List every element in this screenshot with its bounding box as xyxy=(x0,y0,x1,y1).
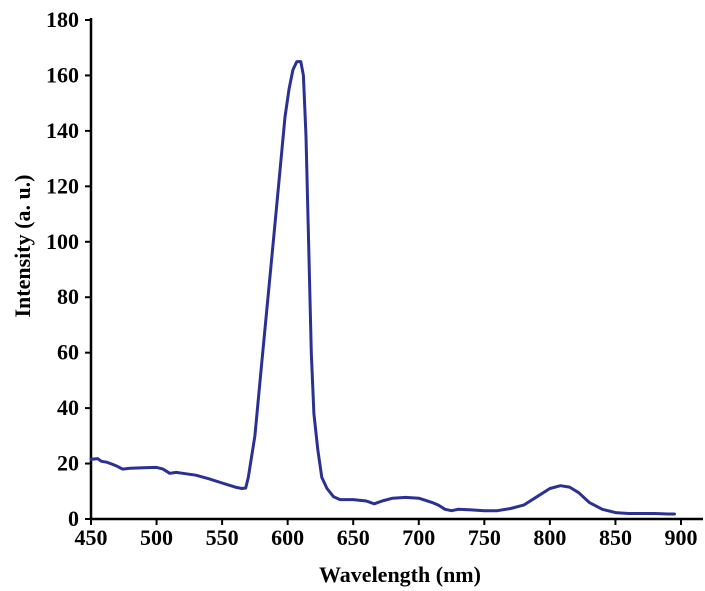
y-tick-label: 20 xyxy=(57,451,79,476)
y-tick-label: 160 xyxy=(46,62,79,87)
series-line-0 xyxy=(89,60,676,516)
y-axis: 0 20 40 60 80 100 120 140 160 180 xyxy=(46,7,93,531)
y-tick-label: 120 xyxy=(46,173,79,198)
y-tick-label: 140 xyxy=(46,118,79,143)
y-tick-label: 80 xyxy=(57,284,79,309)
x-tick-label: 850 xyxy=(599,525,632,550)
x-tick-label: 600 xyxy=(271,525,304,550)
y-tick-label: 0 xyxy=(68,506,79,531)
x-axis-title: Wavelength (nm) xyxy=(319,562,481,587)
x-tick-label: 500 xyxy=(140,525,173,550)
x-axis: 450 500 550 600 650 700 750 800 850 900 xyxy=(75,517,703,550)
y-tick-label: 100 xyxy=(46,229,79,254)
x-tick-label: 900 xyxy=(665,525,698,550)
x-tick-label: 750 xyxy=(468,525,501,550)
x-tick-label: 650 xyxy=(337,525,370,550)
y-axis-title: Intensity (a. u.) xyxy=(10,174,35,317)
x-tick-label: 550 xyxy=(206,525,239,550)
y-tick-label: 60 xyxy=(57,340,79,365)
x-tick-label: 700 xyxy=(402,525,435,550)
y-tick-label: 40 xyxy=(57,395,79,420)
series-group xyxy=(89,60,676,516)
x-tick-label: 800 xyxy=(533,525,566,550)
x-tick-label: 450 xyxy=(75,525,108,550)
y-tick-label: 180 xyxy=(46,7,79,32)
